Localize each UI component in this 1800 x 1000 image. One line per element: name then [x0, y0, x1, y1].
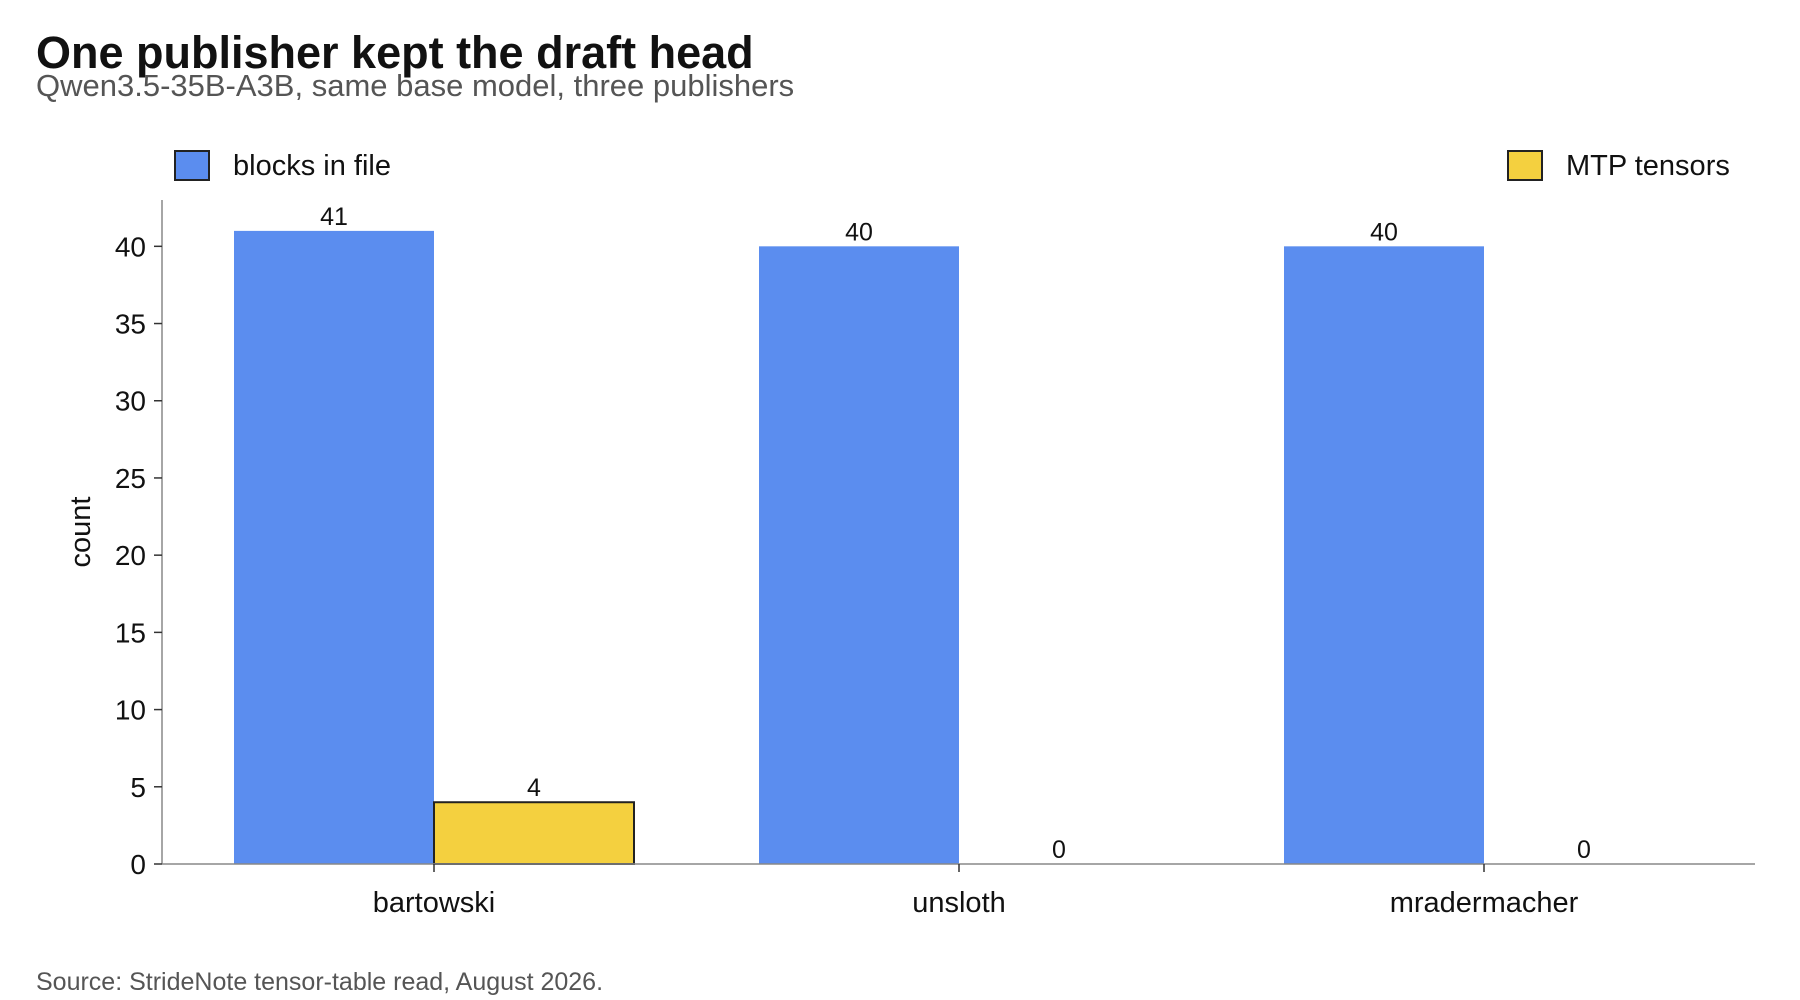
y-tick-label-15: 15 [115, 617, 146, 648]
x-tick-label-bartowski: bartowski [373, 887, 496, 919]
legend-label-blocks-in-file: blocks in file [233, 150, 391, 182]
data-label-mtp-tensors-unsloth: 0 [1052, 836, 1066, 864]
legend: blocks in file MTP tensors [174, 150, 1730, 182]
bar-blocks-in-file-unsloth [759, 246, 959, 865]
x-tick-label-mradermacher: mradermacher [1390, 887, 1579, 919]
chart-title: One publisher kept the draft head [36, 27, 754, 78]
data-label-blocks-in-file-bartowski: 41 [320, 203, 348, 231]
bar-blocks-in-file-bartowski [234, 230, 434, 864]
y-tick-label-40: 40 [115, 231, 146, 262]
bar-mtp-tensors-bartowski [433, 801, 635, 865]
data-label-blocks-in-file-mradermacher: 40 [1370, 218, 1398, 246]
data-label-blocks-in-file-unsloth: 40 [845, 218, 873, 246]
y-tick-label-10: 10 [115, 695, 146, 726]
plot-area: 41 4 40 0 40 0 0 5 10 15 20 25 30 35 40 bartowski unslot… [115, 200, 1755, 919]
chart-subtitle: Qwen3.5-35B-A3B, same base model, three … [36, 68, 794, 103]
bar-blocks-in-file-mradermacher [1284, 246, 1484, 865]
y-tick-label-30: 30 [115, 386, 146, 417]
legend-label-mtp-tensors: MTP tensors [1566, 150, 1730, 182]
data-label-mtp-tensors-bartowski: 4 [527, 774, 541, 802]
y-axis-label: count [65, 497, 97, 568]
data-label-mtp-tensors-mradermacher: 0 [1577, 836, 1591, 864]
legend-swatch-mtp-tensors [1507, 150, 1543, 181]
y-tick-label-20: 20 [115, 540, 146, 571]
y-tick-label-35: 35 [115, 309, 146, 340]
y-tick-label-0: 0 [130, 849, 146, 880]
y-tick-label-5: 5 [130, 772, 146, 803]
y-tick-label-25: 25 [115, 463, 146, 494]
legend-swatch-blocks-in-file [174, 150, 210, 181]
source-note: Source: StrideNote tensor-table read, Au… [36, 968, 603, 996]
x-tick-label-unsloth: unsloth [912, 887, 1006, 919]
